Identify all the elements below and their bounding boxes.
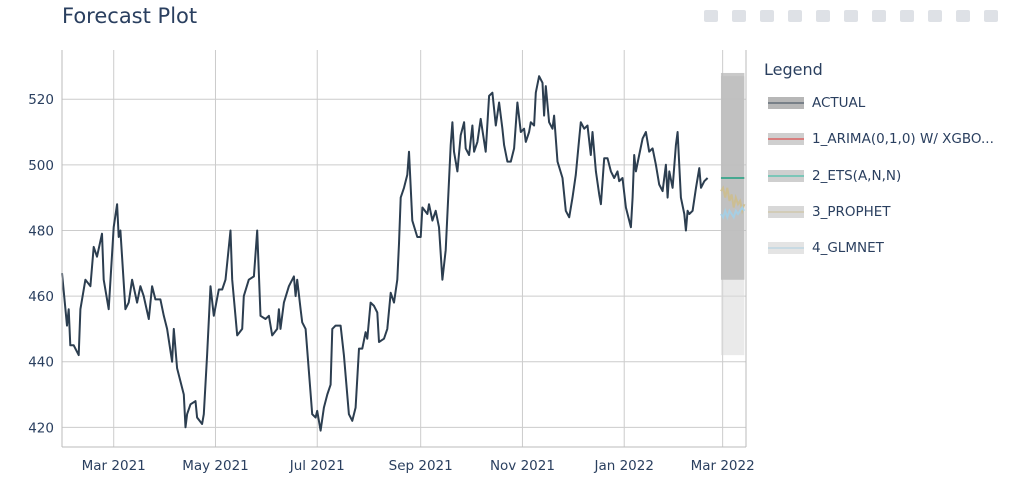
hover-icon[interactable] <box>984 10 998 22</box>
autoscale-icon[interactable] <box>900 10 914 22</box>
legend-swatch <box>768 206 804 219</box>
y-tick-label: 500 <box>28 158 54 174</box>
grid-lines <box>62 50 746 447</box>
axes <box>61 50 747 448</box>
legend-item[interactable]: 4_GLMNET <box>764 230 1026 266</box>
plot-background <box>62 50 746 447</box>
legend[interactable]: Legend ACTUAL 1_ARIMA(0,1,0) W/ XGBO... 2_… <box>764 60 1026 266</box>
camera-icon[interactable] <box>704 10 718 22</box>
x-tick-label: Sep 2021 <box>389 458 453 474</box>
zoom-in-icon[interactable] <box>844 10 858 22</box>
legend-label: 4_GLMNET <box>812 240 884 257</box>
plot-toolbar[interactable] <box>700 6 1020 26</box>
legend-label: 1_ARIMA(0,1,0) W/ XGBO... <box>812 131 994 148</box>
legend-label: 3_PROPHET <box>812 204 891 221</box>
reset-icon[interactable] <box>928 10 942 22</box>
forecast-line <box>720 185 746 215</box>
box-select-icon[interactable] <box>788 10 802 22</box>
legend-swatch <box>768 97 804 110</box>
legend-swatch <box>768 133 804 146</box>
legend-item[interactable]: 2_ETS(A,N,N) <box>764 158 1026 194</box>
prediction-bands <box>720 72 745 356</box>
pan-icon[interactable] <box>760 10 774 22</box>
x-tick-label: Jan 2022 <box>593 458 653 474</box>
x-tick-label: Nov 2021 <box>490 458 555 474</box>
zoom-icon[interactable] <box>732 10 746 22</box>
legend-item[interactable]: 3_PROPHET <box>764 194 1026 230</box>
forecast-plot[interactable]: 420 440 460 480 500 520 Mar 2021 May 2021 Jul 20… <box>0 0 760 495</box>
spike-icon[interactable] <box>956 10 970 22</box>
x-tick-label: Mar 2022 <box>691 458 755 474</box>
zoom-out-icon[interactable] <box>872 10 886 22</box>
tick-labels: 420 440 460 480 500 520 Mar 2021 May 2021 Jul 20… <box>28 92 754 474</box>
prediction-band <box>720 72 745 280</box>
legend-label: ACTUAL <box>812 95 866 112</box>
series-line-actual <box>61 75 709 432</box>
legend-item[interactable]: ACTUAL <box>764 85 1026 121</box>
legend-item[interactable]: 1_ARIMA(0,1,0) W/ XGBO... <box>764 121 1026 157</box>
chart-title: Forecast Plot <box>62 4 198 28</box>
legend-items[interactable]: ACTUAL 1_ARIMA(0,1,0) W/ XGBO... 2_ETS(A,N… <box>764 85 1026 266</box>
legend-swatch <box>768 169 804 182</box>
y-tick-label: 440 <box>28 355 54 371</box>
forecast-line <box>720 205 746 221</box>
legend-swatch <box>768 242 804 255</box>
y-tick-label: 520 <box>28 92 54 108</box>
y-tick-label: 460 <box>28 289 54 305</box>
series-lines <box>61 75 746 432</box>
lasso-icon[interactable] <box>816 10 830 22</box>
legend-title: Legend <box>764 60 823 79</box>
y-tick-label: 480 <box>28 223 54 239</box>
x-tick-label: Jul 2021 <box>289 458 345 474</box>
y-tick-label: 420 <box>28 420 54 436</box>
legend-label: 2_ETS(A,N,N) <box>812 167 902 184</box>
x-tick-label: Mar 2021 <box>82 458 146 474</box>
x-tick-label: May 2021 <box>182 458 249 474</box>
